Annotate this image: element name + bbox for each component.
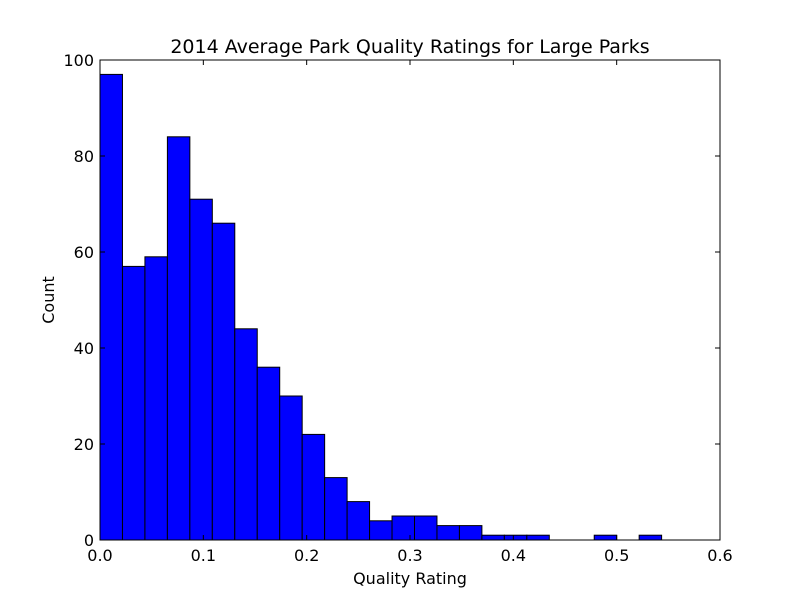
histogram-bar: [301, 433, 326, 541]
histogram-bar: [481, 534, 505, 541]
histogram-bar: [414, 515, 438, 541]
y-tick-label: 100: [63, 51, 94, 70]
x-tick-label: 0.5: [604, 546, 629, 565]
histogram-bar: [391, 515, 416, 541]
histogram-bar: [166, 136, 191, 541]
histogram-bar: [144, 256, 168, 541]
histogram-bar: [279, 395, 303, 541]
x-tick-label: 0.2: [294, 546, 319, 565]
histogram-bar: [234, 328, 258, 541]
histogram-bar: [346, 501, 371, 541]
x-tick-label: 0.6: [707, 546, 732, 565]
histogram-bar: [638, 534, 663, 541]
tick-labels-group: 0.0 0.1 0.2 0.3 0.4 0.5 0.6 0 20 40 60 80 100: [63, 51, 732, 565]
x-tick-label: 0.0: [87, 546, 112, 565]
bars-group: [99, 73, 663, 541]
plot-frame: [99, 59, 721, 541]
chart-title: 2014 Average Park Quality Ratings for La…: [170, 36, 649, 58]
x-tick-label: 0.1: [191, 546, 216, 565]
x-tick-label: 0.4: [501, 546, 526, 565]
histogram-bar: [593, 534, 618, 541]
histogram-bar: [189, 198, 213, 541]
histogram-bar: [256, 366, 281, 541]
histogram-bar: [99, 73, 123, 541]
histogram-bar: [503, 534, 528, 541]
x-axis-label: Quality Rating: [353, 569, 467, 588]
y-tick-label: 0: [84, 531, 94, 550]
histogram-bar: [324, 477, 348, 541]
y-tick-label: 80: [74, 147, 94, 166]
histogram-bar: [526, 534, 550, 541]
histogram-bar: [121, 265, 146, 541]
x-tick-label: 0.3: [397, 546, 422, 565]
y-axis-label: Count: [39, 276, 58, 324]
y-tick-label: 40: [74, 339, 94, 358]
y-tick-label: 20: [74, 435, 94, 454]
y-tick-label: 60: [74, 243, 94, 262]
histogram-bar: [436, 525, 460, 541]
histogram-bar: [369, 520, 393, 541]
histogram-bar: [211, 222, 236, 541]
histogram-bar: [458, 525, 483, 541]
